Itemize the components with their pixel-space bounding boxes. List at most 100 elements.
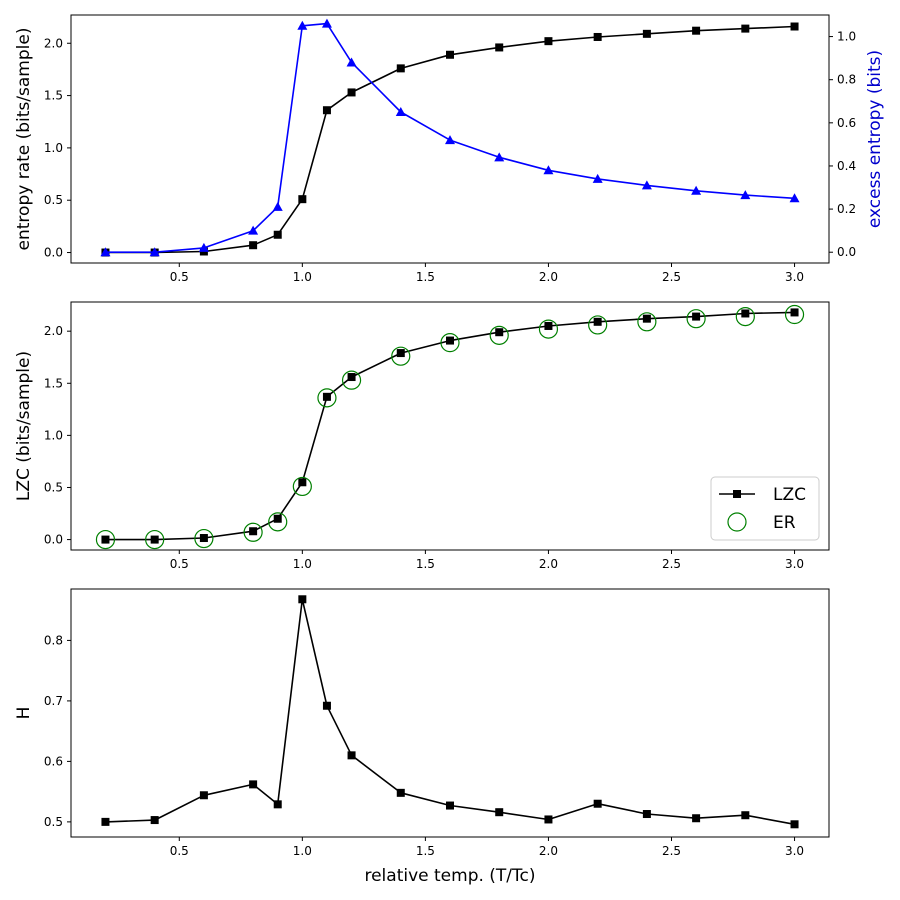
data-point (249, 527, 258, 536)
data-point (347, 751, 356, 760)
legend-label: LZC (773, 485, 806, 505)
y-tick-label: 0.0 (44, 246, 63, 260)
data-point (538, 319, 559, 339)
y2-tick-label: 0.4 (837, 159, 856, 173)
data-point (686, 309, 706, 329)
data-point (100, 247, 111, 257)
data-point (741, 811, 750, 820)
data-point (642, 29, 651, 38)
data-point (396, 788, 405, 797)
data-point (322, 701, 331, 710)
data-point (297, 20, 308, 30)
legend: LZC ER (710, 476, 820, 541)
x-tick-label: 3.0 (785, 270, 804, 284)
data-point (641, 180, 652, 190)
data-point (495, 328, 504, 337)
data-point (248, 225, 259, 235)
y-tick-label: 2.0 (44, 324, 63, 338)
data-point (495, 43, 504, 52)
data-point (292, 476, 312, 497)
data-point (790, 820, 799, 829)
y-tick-label: 0.7 (44, 694, 63, 708)
data-point (298, 478, 307, 487)
data-point (790, 308, 799, 317)
data-point (789, 193, 800, 203)
series-er (95, 304, 805, 550)
y-tick-label: 1.0 (44, 141, 63, 155)
data-point (249, 241, 258, 250)
data-point (101, 817, 110, 826)
data-point (784, 304, 805, 325)
data-point (446, 50, 454, 59)
data-point (321, 18, 332, 28)
data-point (347, 373, 356, 382)
data-point (593, 317, 602, 326)
data-point (243, 522, 263, 542)
data-point (593, 32, 602, 41)
data-point (395, 107, 406, 117)
data-point (495, 808, 504, 817)
y-tick-label: 0.5 (44, 815, 63, 829)
y-tick-label: 1.5 (44, 89, 63, 103)
data-point (150, 535, 159, 544)
y-axis-label: entropy rate (bits/sample) (14, 28, 34, 251)
x-tick-label: 2.0 (539, 844, 558, 858)
data-point (149, 247, 160, 257)
y-tick-label: 0.6 (44, 754, 63, 768)
data-point (735, 306, 755, 327)
x-tick-label: 2.0 (539, 557, 558, 571)
x-tick-label: 3.0 (785, 844, 804, 858)
y-tick-label: 1.0 (44, 428, 63, 442)
data-point (199, 791, 208, 800)
y-tick-label: 0.0 (44, 533, 63, 547)
data-point (199, 534, 208, 543)
data-point (101, 535, 110, 544)
data-point (194, 528, 214, 549)
data-point (322, 392, 331, 401)
y-axis-label: LZC (bits/sample) (14, 351, 34, 501)
data-point (145, 529, 165, 550)
y2-tick-label: 1.0 (837, 30, 856, 44)
data-point (692, 312, 701, 321)
x-tick-label: 1.0 (293, 557, 312, 571)
y-tick-label: 0.5 (44, 480, 63, 494)
series-excess-entropy (100, 18, 800, 257)
chart-panel-3: 0.5 1.0 1.5 2.0 2.5 3.0 0.5 0.6 0.7 0.8 Hrelative … (14, 588, 830, 886)
data-point (446, 801, 454, 810)
data-point (272, 201, 283, 211)
x-tick-label: 0.5 (170, 557, 189, 571)
y-tick-label: 2.0 (44, 36, 63, 50)
y-tick-label: 1.5 (44, 376, 63, 390)
data-point (593, 799, 602, 808)
data-point (273, 230, 282, 239)
y2-tick-label: 0.0 (837, 245, 856, 259)
data-point (692, 814, 701, 823)
data-point (588, 315, 608, 335)
plot-frame (70, 301, 830, 551)
data-point (740, 190, 751, 200)
series-h (101, 595, 799, 829)
data-point (741, 24, 750, 33)
x-tick-label: 0.5 (170, 844, 189, 858)
y-axis-label: H (14, 707, 34, 720)
data-point (446, 336, 454, 345)
data-point (198, 242, 209, 252)
data-point (273, 800, 282, 809)
data-point (273, 514, 282, 523)
data-point (445, 135, 455, 145)
chart-panel-1: 0.5 1.0 1.5 2.0 2.5 3.0 0.0 0.5 1.0 1.5 2.0 0.0 0.2 0… (14, 14, 885, 284)
x-tick-label: 0.5 (170, 270, 189, 284)
y-tick-label: 0.8 (44, 633, 63, 647)
x-tick-label: 3.0 (785, 557, 804, 571)
plot-frame (70, 14, 830, 264)
data-point (544, 37, 553, 46)
data-point (346, 57, 357, 67)
data-point (691, 185, 702, 195)
data-point (396, 349, 405, 358)
data-point (544, 321, 553, 330)
data-point (494, 152, 505, 162)
x-tick-label: 1.5 (416, 270, 435, 284)
data-point (268, 512, 288, 532)
data-point (692, 26, 701, 35)
